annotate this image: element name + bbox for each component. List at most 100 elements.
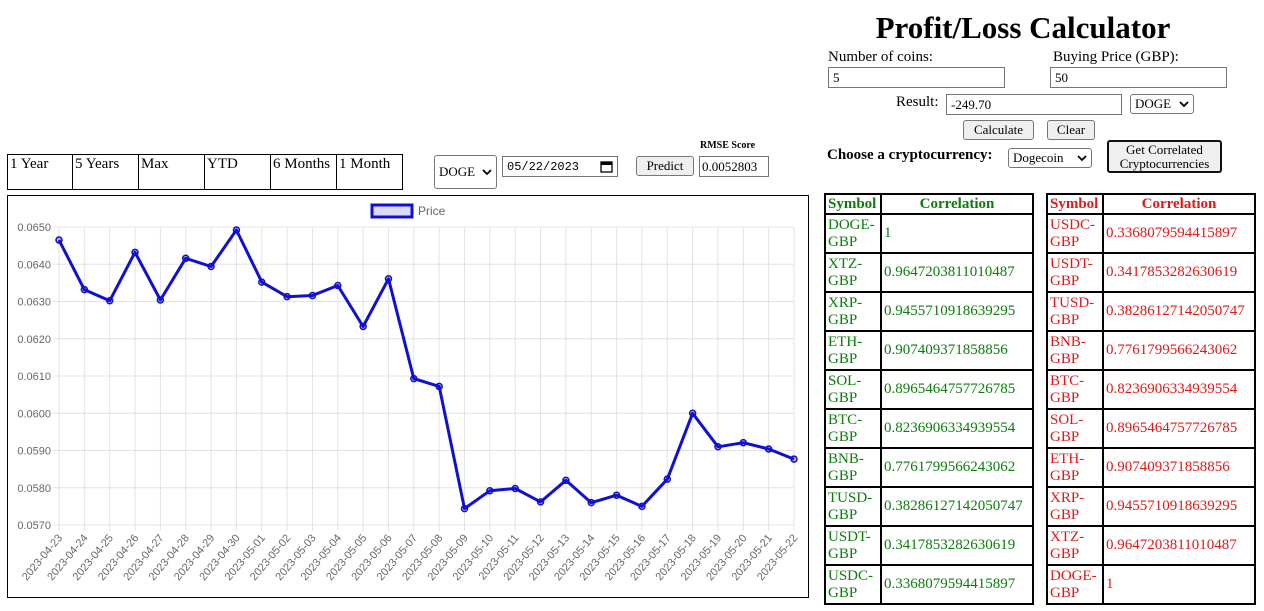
price-point[interactable] — [714, 443, 722, 451]
get-correlated-button[interactable]: Get Correlated Cryptocurrencies — [1107, 140, 1222, 173]
correlation-cell: 0.907409371858856 — [880, 330, 1034, 371]
negative-correlation-table: Symbol Correlation USDC-GBP 0.33680795944… — [1046, 193, 1256, 605]
symbol-cell: USDC-GBP — [824, 564, 882, 605]
range-tab-ytd[interactable]: YTD — [204, 154, 271, 190]
price-point[interactable] — [612, 491, 621, 499]
range-tab-max[interactable]: Max — [138, 154, 205, 190]
positive-correlation-table: Symbol Correlation DOGE-GBP 1 XTZ-GBP 0.964… — [824, 193, 1034, 605]
table-row: BNB-GBP 0.7761799566243062 — [824, 447, 1034, 488]
chevron-down-icon — [1077, 155, 1087, 162]
price-point[interactable] — [384, 275, 393, 283]
price-point[interactable] — [232, 226, 241, 234]
coins-label: Number of coins: — [828, 49, 933, 65]
price-point[interactable] — [334, 281, 342, 290]
price-point[interactable] — [80, 285, 89, 294]
prediction-coin-select[interactable]: DOGE — [434, 155, 497, 189]
price-point[interactable] — [790, 455, 798, 463]
price-point[interactable] — [663, 475, 672, 483]
price-series-line — [57, 228, 795, 511]
symbol-cell: BTC-GBP — [1046, 369, 1104, 410]
price-point[interactable] — [764, 445, 773, 453]
chevron-down-icon — [1179, 101, 1189, 108]
price-point[interactable] — [308, 291, 317, 300]
table-row: SOL-GBP 0.8965464757726785 — [1046, 408, 1256, 449]
price-point[interactable] — [536, 498, 545, 506]
correlation-cell: 0.3417853282630619 — [880, 525, 1034, 566]
symbol-cell: BNB-GBP — [1046, 330, 1104, 371]
calculator-coin-select[interactable]: DOGE — [1130, 94, 1194, 114]
prediction-date-input[interactable]: 05/22/2023 — [502, 156, 618, 177]
table-row: USDT-GBP 0.3417853282630619 — [824, 525, 1034, 566]
choose-crypto-label: Choose a cryptocurrency: — [827, 147, 993, 163]
symbol-header: Symbol — [1046, 193, 1104, 215]
table-row: USDC-GBP 0.3368079594415897 — [824, 564, 1034, 605]
price-point[interactable] — [460, 504, 469, 513]
crypto-select[interactable]: Dogecoin — [1008, 148, 1092, 168]
price-point[interactable] — [207, 262, 215, 271]
clear-button[interactable]: Clear — [1047, 120, 1095, 140]
price-point[interactable] — [562, 476, 570, 485]
symbol-cell: DOGE-GBP — [1046, 564, 1104, 605]
correlation-cell: 1 — [1102, 564, 1256, 605]
table-row: USDC-GBP 0.3368079594415897 — [1046, 213, 1256, 254]
price-point[interactable] — [587, 498, 595, 507]
price-point[interactable] — [131, 248, 139, 257]
y-tick-label: 0.0580 — [17, 483, 51, 495]
symbol-cell: TUSD-GBP — [824, 486, 882, 527]
result-field[interactable]: -249.70 — [946, 94, 1122, 115]
correlation-cell: 0.3368079594415897 — [880, 564, 1034, 605]
price-point[interactable] — [511, 484, 519, 493]
y-tick-label: 0.0600 — [17, 408, 51, 420]
table-row: BTC-GBP 0.8236906334939554 — [1046, 369, 1256, 410]
rmse-value: 0.0052803 — [699, 156, 769, 177]
price-point[interactable] — [283, 292, 291, 301]
price-point[interactable] — [739, 438, 748, 447]
price-point[interactable] — [435, 382, 443, 391]
correlation-cell: 0.8236906334939554 — [880, 408, 1034, 449]
price-point[interactable] — [688, 409, 697, 417]
range-tab-1-month[interactable]: 1 Month — [336, 154, 403, 190]
table-row: SOL-GBP 0.8965464757726785 — [824, 369, 1034, 410]
predict-button[interactable]: Predict — [636, 156, 694, 176]
symbol-cell: SOL-GBP — [1046, 408, 1104, 449]
price-point[interactable] — [181, 254, 190, 263]
range-tab-5-years[interactable]: 5 Years — [72, 154, 139, 190]
table-row: XTZ-GBP 0.9647203811010487 — [1046, 525, 1256, 566]
price-point[interactable] — [638, 502, 646, 511]
correlation-cell: 0.907409371858856 — [1102, 447, 1256, 488]
price-point[interactable] — [486, 486, 494, 495]
price-point[interactable] — [258, 278, 266, 286]
range-tab-6-months[interactable]: 6 Months — [270, 154, 337, 190]
correlation-header: Correlation — [880, 193, 1034, 215]
price-point[interactable] — [410, 374, 418, 383]
table-row: BTC-GBP 0.8236906334939554 — [824, 408, 1034, 449]
legend-label: Price — [418, 204, 446, 218]
calculator-coin-select-value: DOGE — [1135, 96, 1172, 111]
buying-price-input[interactable]: 50 — [1050, 67, 1227, 88]
symbol-cell: BTC-GBP — [824, 408, 882, 449]
price-point[interactable] — [359, 322, 367, 331]
price-point[interactable] — [156, 296, 165, 304]
symbol-cell: BNB-GBP — [824, 447, 882, 488]
correlation-cell: 0.8965464757726785 — [1102, 408, 1256, 449]
prediction-date-value: 05/22/2023 — [507, 159, 580, 174]
correlation-cell: 1 — [880, 213, 1034, 254]
price-point[interactable] — [55, 236, 63, 244]
calculate-button[interactable]: Calculate — [963, 120, 1034, 140]
page-title: Profit/Loss Calculator — [875, 10, 1171, 45]
symbol-cell: USDT-GBP — [1046, 252, 1104, 293]
range-tab-1-year[interactable]: 1 Year — [7, 154, 73, 190]
table-row: TUSD-GBP 0.38286127142050747 — [824, 486, 1034, 527]
correlation-cell: 0.8965464757726785 — [880, 369, 1034, 410]
y-tick-label: 0.0640 — [17, 259, 51, 271]
y-tick-label: 0.0610 — [17, 371, 51, 383]
symbol-cell: USDC-GBP — [1046, 213, 1104, 254]
buying-price-label: Buying Price (GBP): — [1053, 49, 1179, 65]
coins-input[interactable]: 5 — [828, 67, 1005, 88]
symbol-cell: ETH-GBP — [824, 330, 882, 371]
price-point[interactable] — [105, 297, 114, 305]
calendar-icon[interactable] — [600, 160, 613, 173]
correlation-cell: 0.38286127142050747 — [1102, 291, 1256, 332]
y-tick-label: 0.0620 — [17, 334, 51, 346]
table-row: DOGE-GBP 1 — [1046, 564, 1256, 605]
